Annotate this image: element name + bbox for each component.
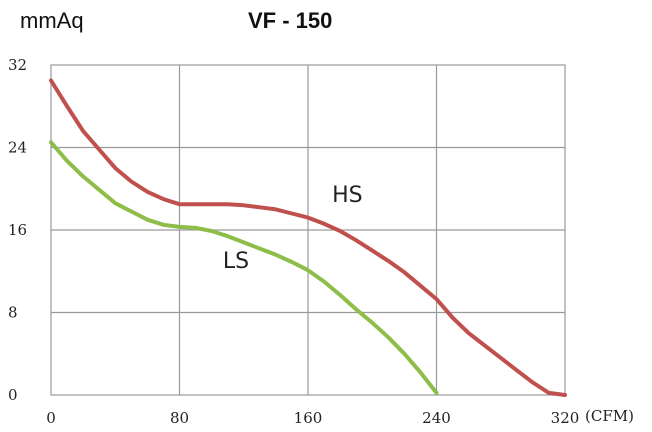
y-tick-labels: 0 8 16 24 32 <box>8 56 27 404</box>
x-axis-unit-label: (CFM) <box>585 407 634 425</box>
series-label-ls: LS <box>223 249 249 274</box>
y-tick-label-32: 32 <box>8 56 27 74</box>
x-tick-labels: 0 80 160 240 320 <box>46 409 579 427</box>
x-tick-label-240: 240 <box>422 409 451 427</box>
series-label-hs: HS <box>332 183 363 208</box>
y-tick-label-24: 24 <box>8 139 27 157</box>
x-tick-label-160: 160 <box>294 409 323 427</box>
x-tick-label-80: 80 <box>170 409 189 427</box>
y-tick-label-16: 16 <box>8 221 27 239</box>
series-line-ls <box>49 140 439 395</box>
y-tick-label-8: 8 <box>8 304 18 322</box>
grid <box>50 64 566 396</box>
x-tick-label-0: 0 <box>46 409 56 427</box>
series-line-hs <box>49 78 567 397</box>
chart-title: VF - 150 <box>248 8 333 33</box>
x-tick-label-320: 320 <box>551 409 580 427</box>
y-axis-unit-label: mmAq <box>20 8 84 33</box>
series-labels: HS LS <box>223 183 363 274</box>
series-lines <box>49 78 567 397</box>
y-tick-label-0: 0 <box>8 386 18 404</box>
